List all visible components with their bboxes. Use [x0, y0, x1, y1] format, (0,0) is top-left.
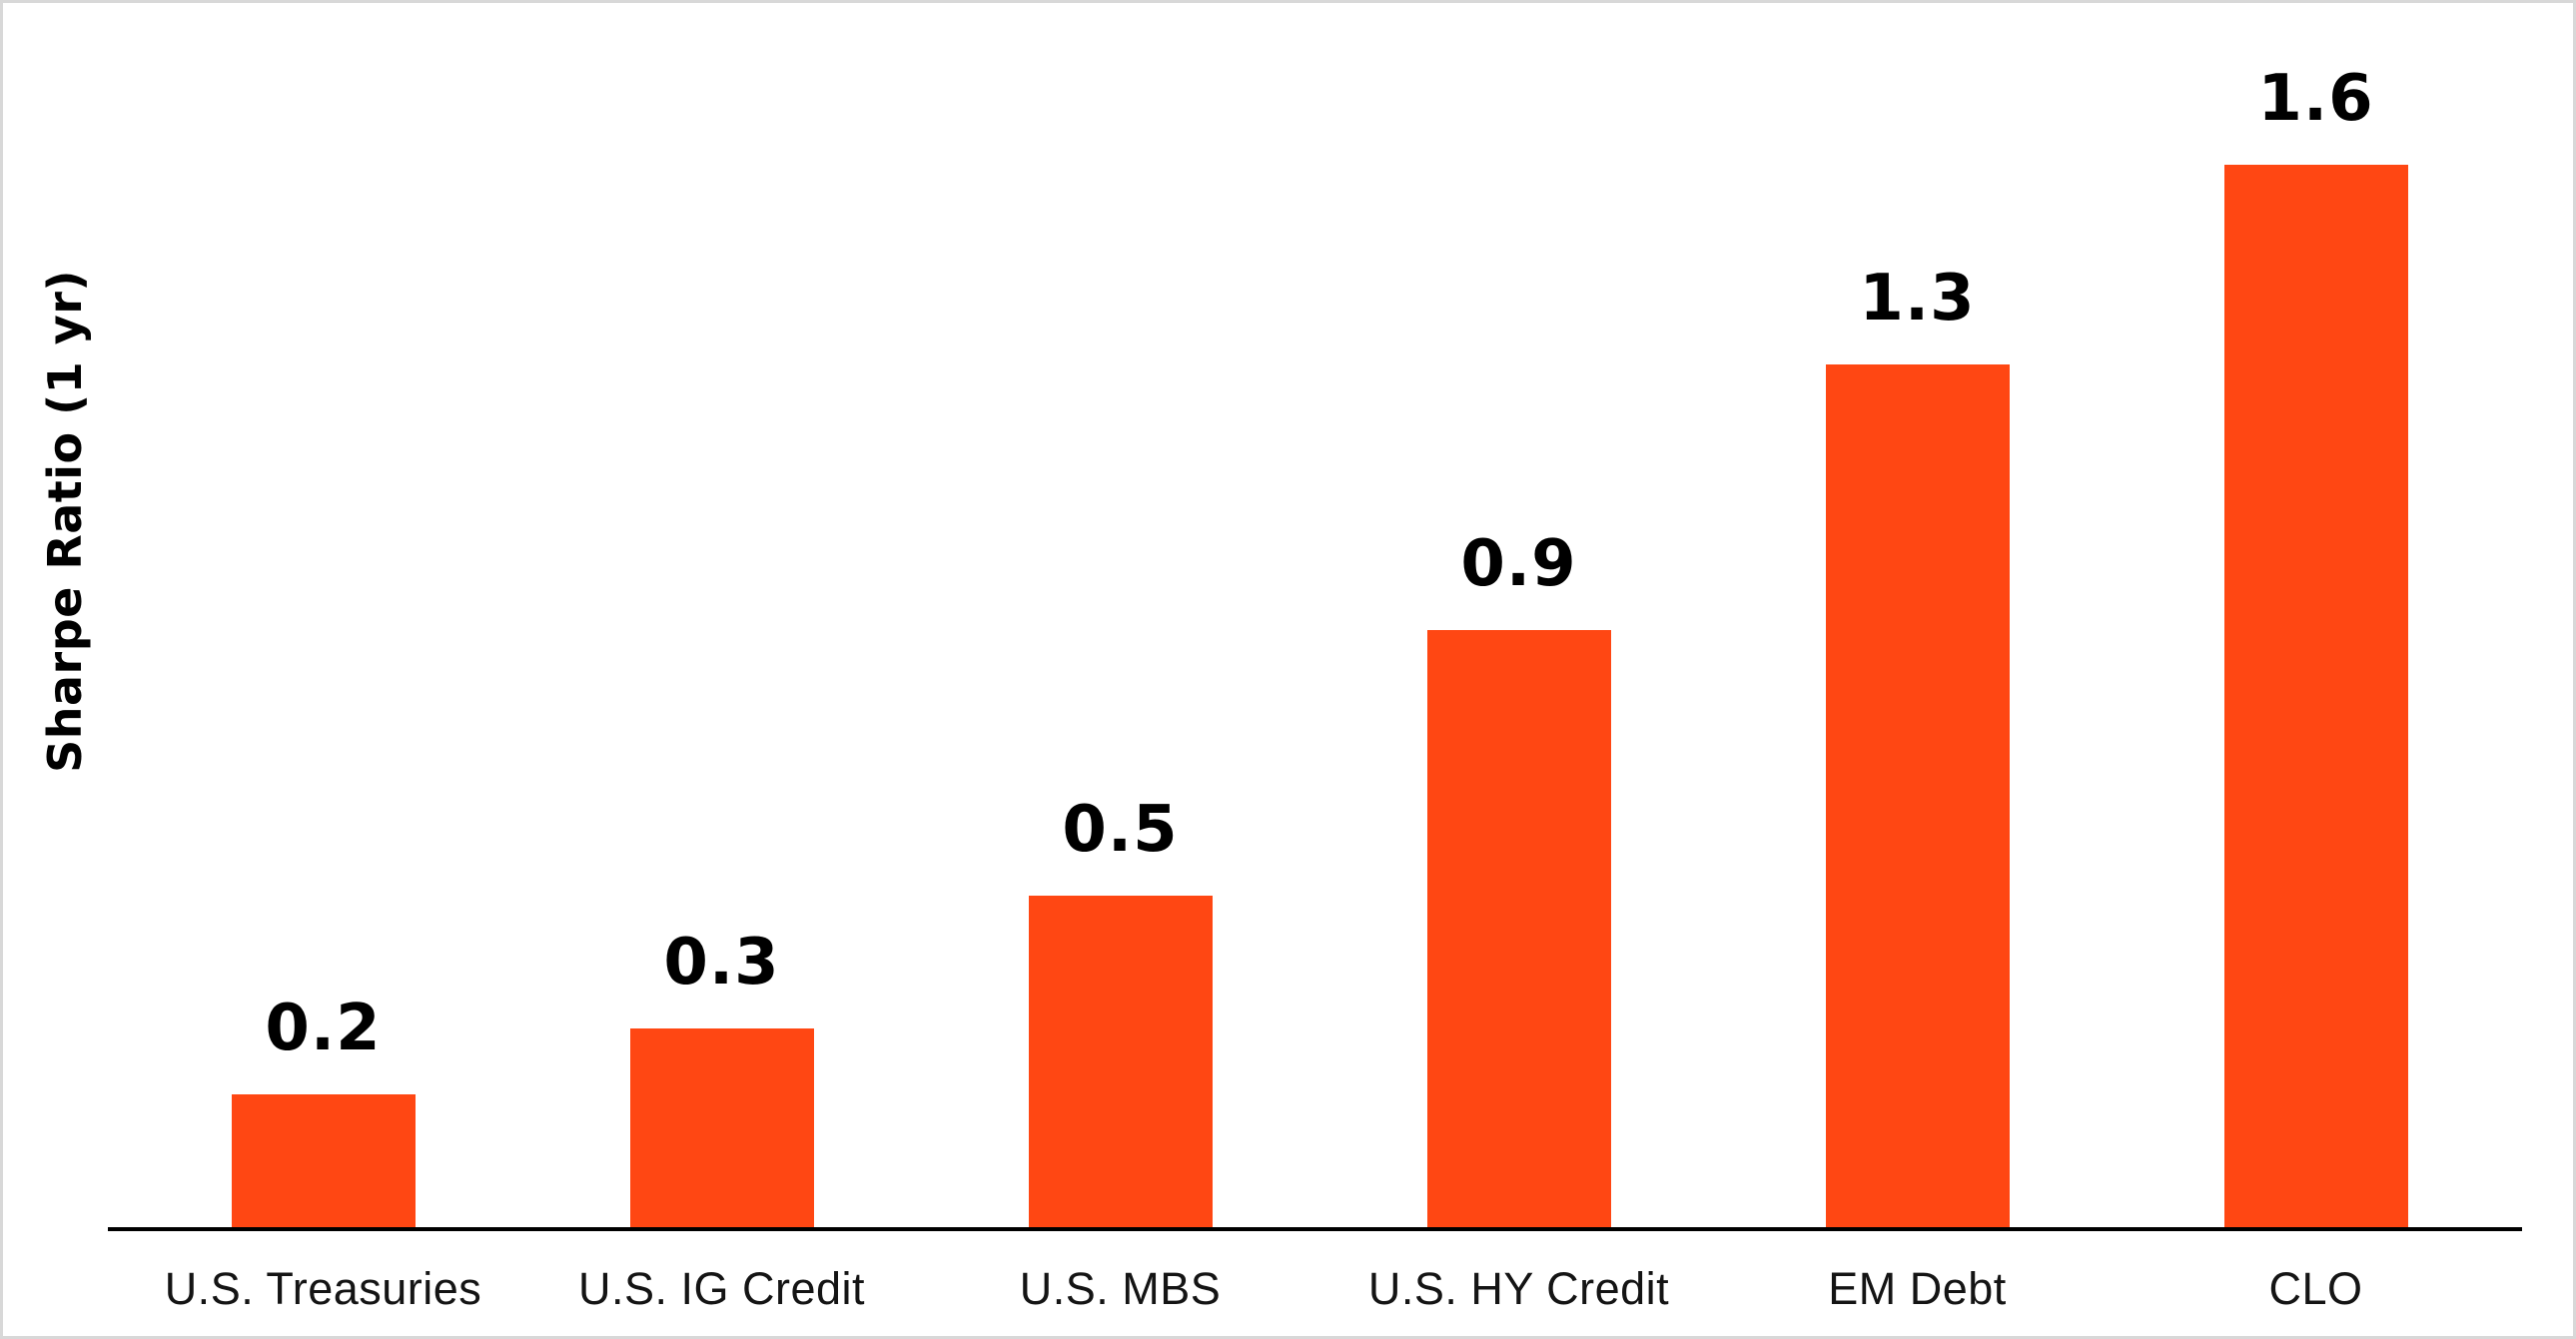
bar — [231, 1094, 416, 1227]
bar — [2223, 165, 2408, 1227]
bar-value-label: 1.3 — [1859, 261, 1976, 335]
x-axis-category-label: CLO — [2268, 1263, 2363, 1314]
y-axis-label: Sharpe Ratio (1 yr) — [38, 270, 92, 773]
bar-column: 1.3 — [1718, 3, 2117, 1227]
x-axis-labels: U.S. Treasuries U.S. IG Credit U.S. MBS U.S… — [124, 1263, 2515, 1315]
bar-column: 1.6 — [2117, 3, 2515, 1227]
x-axis-line — [108, 1227, 2522, 1231]
bar-column: 0.2 — [124, 3, 522, 1227]
bar-value-label: 0.9 — [1460, 526, 1577, 601]
x-axis-category-label: EM Debt — [1828, 1263, 2007, 1314]
bar-column: 0.9 — [1319, 3, 1718, 1227]
bar — [629, 1027, 814, 1227]
bar — [1825, 363, 2010, 1227]
bar — [1426, 629, 1611, 1227]
bar-value-label: 0.5 — [1062, 792, 1179, 867]
bar-value-label: 0.3 — [663, 925, 780, 1000]
bar — [1028, 895, 1213, 1227]
bar-column: 0.3 — [522, 3, 921, 1227]
x-axis-category-label: U.S. MBS — [1019, 1263, 1222, 1314]
bar-column: 0.5 — [921, 3, 1319, 1227]
x-axis-category-label: U.S. Treasuries — [164, 1263, 482, 1314]
bar-value-label: 0.2 — [265, 992, 382, 1065]
x-axis-category-label: U.S. IG Credit — [577, 1263, 866, 1314]
plot-area: 0.2 0.3 0.5 0.9 1.3 1.6 — [124, 3, 2515, 1227]
x-axis-category-label: U.S. HY Credit — [1367, 1263, 1670, 1314]
bar-value-label: 1.6 — [2257, 62, 2374, 136]
